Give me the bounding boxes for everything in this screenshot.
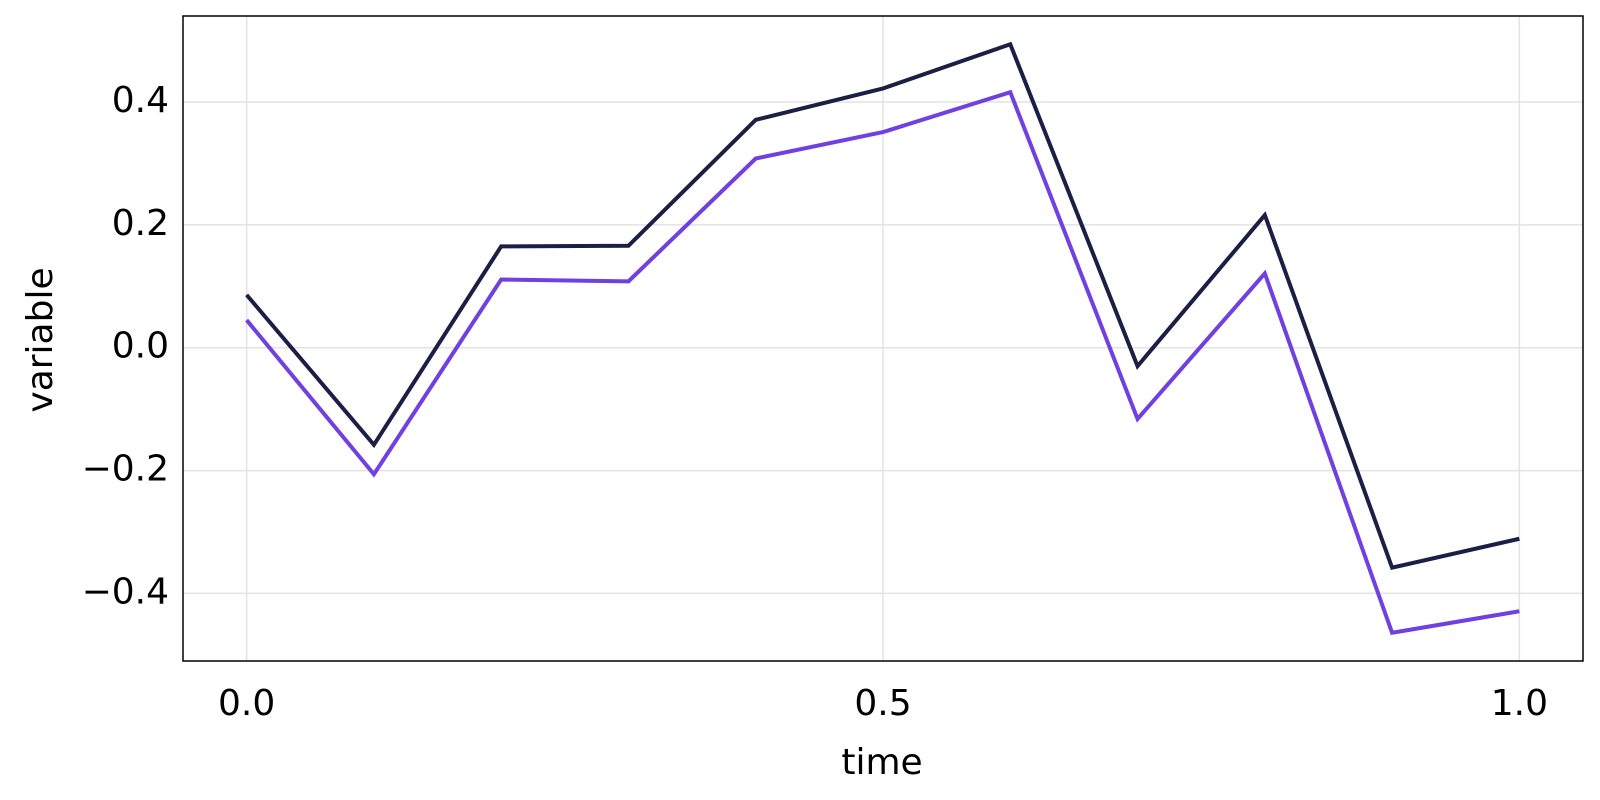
line: [245, 41, 1520, 570]
x-tick-label: 0.5: [854, 683, 911, 724]
plot-frame: [182, 15, 1584, 662]
y-axis-label: variable: [20, 267, 61, 412]
y-tick-label: 0.2: [112, 203, 169, 244]
y-tick-label: 0.4: [112, 80, 169, 121]
x-tick-label: 0.0: [218, 683, 275, 724]
y-tick-label: 0.0: [112, 326, 169, 367]
x-axis-label: time: [841, 742, 922, 783]
y-tick-label: −0.4: [82, 571, 169, 612]
x-tick-label: 1.0: [1491, 683, 1548, 724]
line: [245, 89, 1520, 635]
y-tick-label: −0.2: [82, 449, 169, 490]
